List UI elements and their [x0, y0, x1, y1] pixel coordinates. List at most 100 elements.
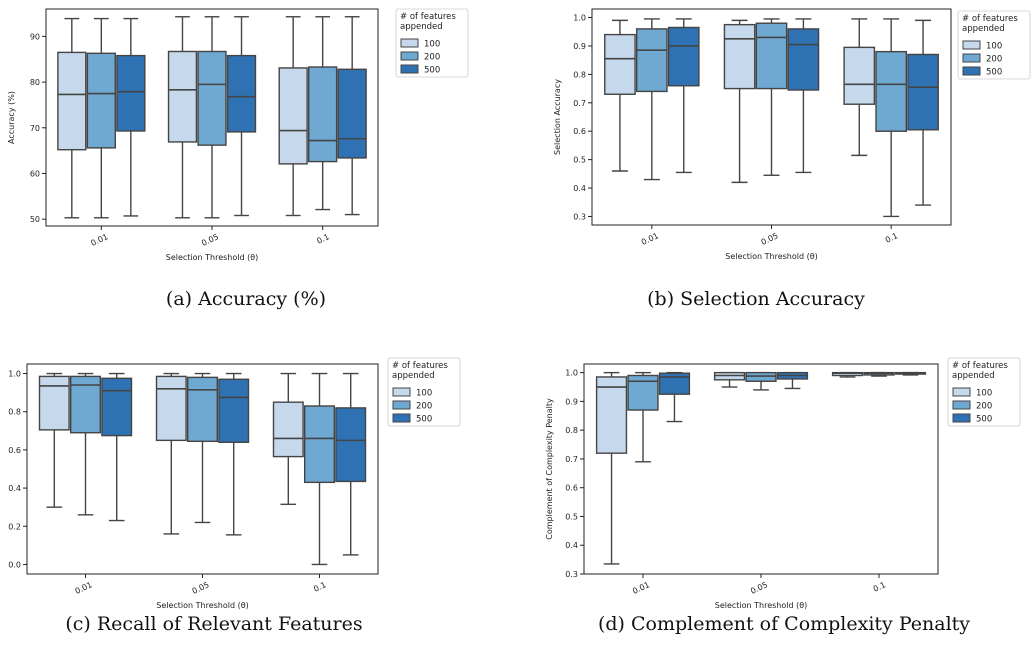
box-d-0.05-100: [713, 371, 746, 388]
iqr-box: [167, 50, 198, 143]
iqr-box: [86, 52, 116, 149]
y-tick-label: 0.7: [573, 99, 586, 108]
x-axis-label: Selection Threshold (θ): [166, 253, 259, 262]
legend-swatch: [400, 38, 419, 48]
x-axis-label: Selection Threshold (θ): [725, 252, 818, 261]
box-c-0.1-100: [272, 372, 304, 506]
iqr-box: [226, 54, 257, 133]
iqr-box: [875, 50, 908, 132]
legend-swatch: [400, 51, 419, 61]
legend-swatch: [400, 64, 419, 74]
legend-entry: 100: [976, 389, 992, 399]
y-tick-label: 0.8: [565, 426, 578, 435]
caption-b: (b) Selection Accuracy: [647, 288, 865, 310]
legend-swatch: [392, 387, 411, 397]
y-tick-label: 0.3: [573, 212, 586, 221]
legend-entry: 100: [986, 42, 1002, 52]
chart-d: 0.3 0.4 0.5 0.6 0.7 0.8 0.9 1.0 0.01 0.05 0.1 Selec…: [545, 357, 1021, 610]
legend-swatch: [952, 413, 971, 423]
box-a-0.05-500: [226, 16, 257, 217]
box-a-0.01-500: [116, 17, 146, 217]
box-d-0.1-500: [894, 371, 927, 376]
iqr-box: [667, 26, 700, 87]
x-tick-label: 0.05: [191, 580, 211, 596]
iqr-box: [308, 66, 338, 163]
y-tick-label: 0.6: [8, 446, 21, 455]
iqr-box: [57, 51, 87, 151]
box-a-0.01-200: [86, 17, 116, 219]
y-tick-label: 60: [30, 169, 40, 178]
y-tick-label: 0.0: [8, 560, 21, 569]
chart-b: 0.3 0.4 0.5 0.6 0.7 0.8 0.9 1.0 0.01 0.05 0.1 Selec…: [553, 8, 1031, 261]
legend-title-line2: appended: [392, 371, 435, 381]
box-c-0.01-500: [101, 372, 133, 522]
y-tick-label: 1.0: [573, 14, 586, 23]
box-d-0.1-200: [863, 371, 895, 377]
legend-title: # of features: [400, 12, 456, 22]
y-tick-label: 0.4: [565, 541, 578, 550]
x-tick-label: 0.01: [89, 232, 109, 248]
legend-swatch: [962, 40, 981, 50]
iqr-box: [787, 28, 820, 91]
iqr-box: [335, 407, 367, 483]
box-b-0.1-100: [843, 18, 876, 157]
box-b-0.05-200: [755, 18, 788, 176]
iqr-box: [155, 375, 187, 442]
box-c-0.05-500: [218, 372, 250, 536]
y-tick-label: 0.9: [565, 397, 578, 406]
legend-entry: 100: [416, 389, 432, 399]
x-tick-label: 0.05: [760, 231, 780, 247]
y-tick-label: 0.4: [573, 184, 586, 193]
box-c-0.05-200: [186, 372, 218, 524]
box-a-0.1-100: [278, 16, 308, 217]
legend-swatch: [962, 66, 981, 76]
box-c-0.1-200: [304, 372, 336, 566]
chart-c: 0.0 0.2 0.4 0.6 0.8 1.0 0.01 0.05 0.1 Selection T…: [8, 357, 461, 610]
legend-title: # of features: [962, 14, 1018, 24]
y-tick-label: 0.4: [8, 484, 21, 493]
x-tick-label: 0.1: [872, 580, 887, 594]
x-tick-label: 0.01: [74, 580, 94, 596]
caption-d: (d) Complement of Complexity Penalty: [598, 613, 970, 635]
iqr-box: [197, 50, 227, 146]
y-tick-label: 70: [30, 124, 40, 133]
iqr-box: [186, 376, 218, 443]
legend-title: # of features: [952, 361, 1008, 371]
x-tick-label: 0.1: [884, 231, 899, 245]
iqr-box: [755, 22, 788, 90]
box-c-0.1-500: [335, 372, 367, 556]
iqr-box: [595, 376, 628, 454]
y-tick-label: 0.5: [565, 512, 578, 521]
legend-entry: 500: [424, 66, 440, 76]
box-c-0.01-200: [69, 372, 101, 516]
legend-entry: 100: [424, 40, 440, 50]
iqr-box: [304, 405, 336, 484]
legend-swatch: [962, 53, 981, 63]
y-tick-label: 0.3: [565, 570, 578, 579]
box-b-0.01-200: [635, 18, 668, 181]
chart-a: 50 60 70 80 90 0.01 0.05 0.1 Selection Threshold…: [7, 8, 469, 262]
iqr-box: [843, 46, 876, 105]
legend-title-line2: appended: [962, 24, 1005, 34]
y-tick-label: 90: [30, 32, 40, 41]
iqr-box: [745, 371, 777, 382]
legend-entry: 500: [986, 68, 1002, 78]
x-tick-label: 0.05: [200, 232, 220, 248]
y-tick-label: 0.6: [565, 484, 578, 493]
y-tick-label: 1.0: [8, 370, 21, 379]
legend-title-line2: appended: [400, 22, 443, 32]
iqr-box: [635, 28, 668, 93]
box-a-0.01-100: [57, 17, 87, 219]
x-tick-label: 0.1: [312, 580, 327, 594]
box-b-0.1-200: [875, 18, 908, 218]
legend-swatch: [952, 400, 971, 410]
x-axis-label: Selection Threshold (θ): [715, 601, 808, 610]
iqr-box: [101, 377, 133, 437]
box-a-0.05-100: [167, 16, 198, 219]
y-tick-label: 0.8: [8, 408, 21, 417]
box-a-0.1-200: [308, 16, 338, 211]
y-axis-label: Selection Accuracy: [553, 79, 562, 155]
